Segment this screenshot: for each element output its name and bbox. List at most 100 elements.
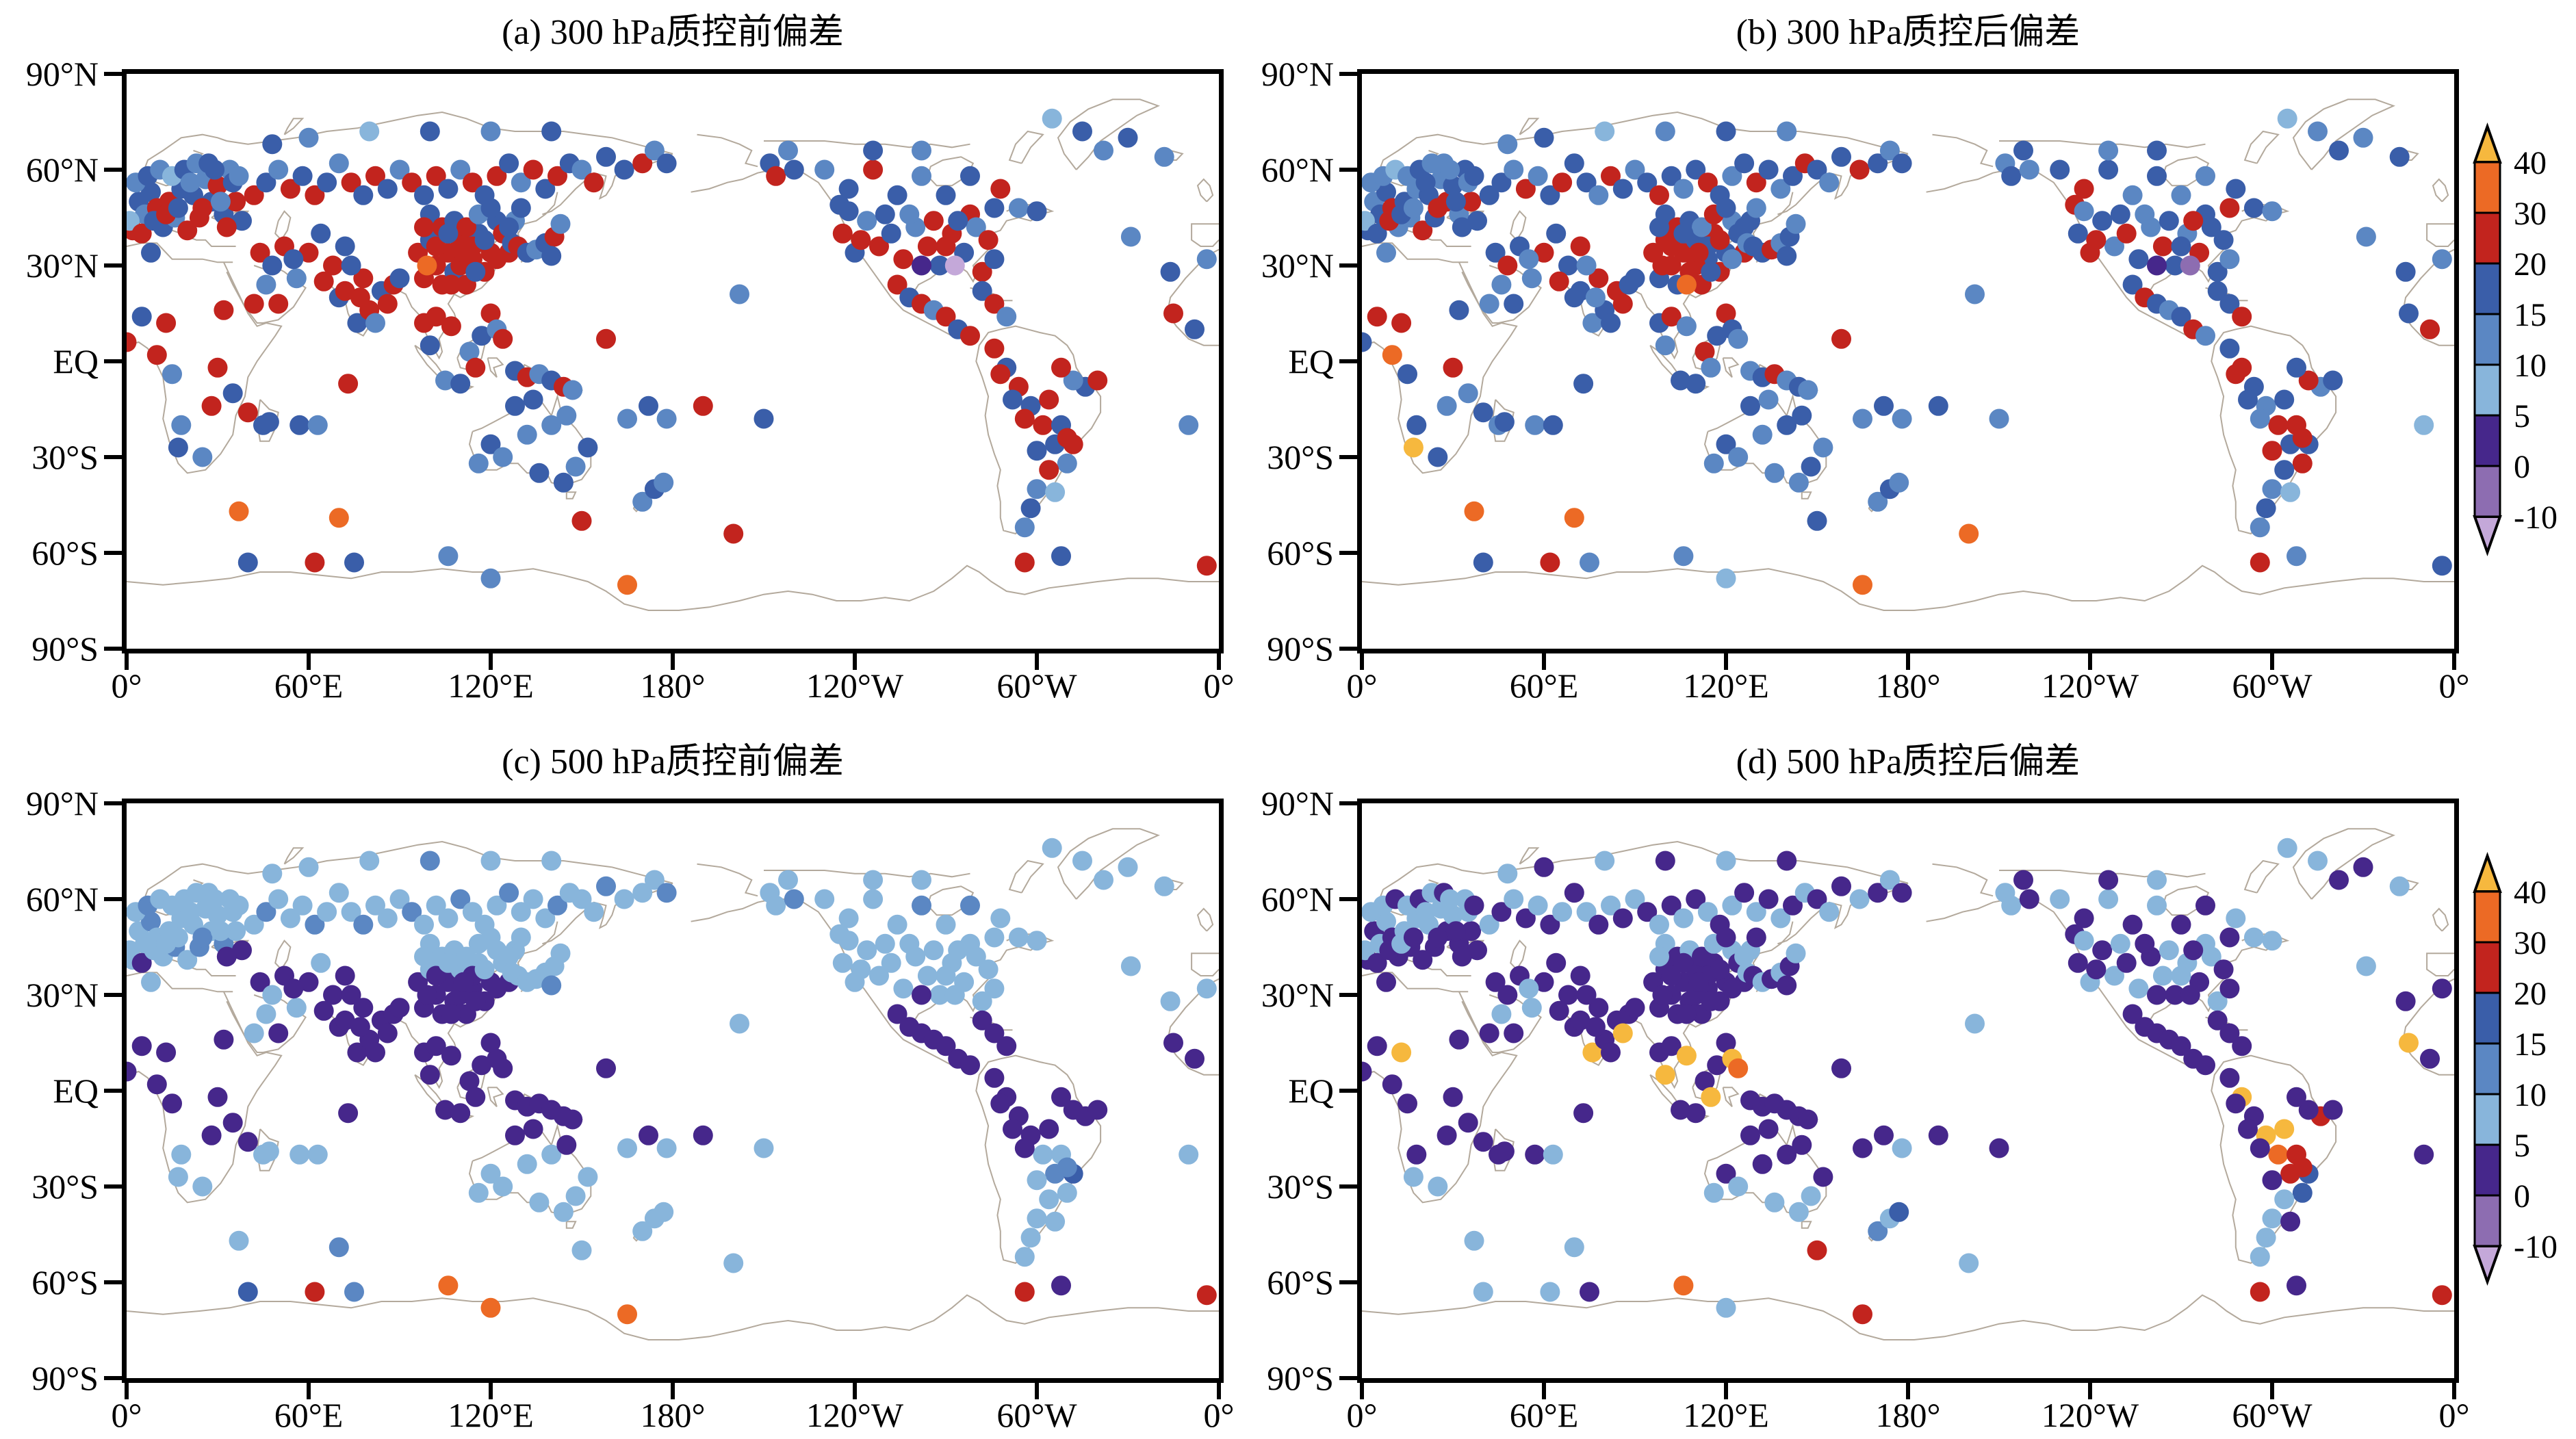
x-tick-label: 60°E [274, 666, 344, 705]
x-axis-tick [1542, 653, 1546, 670]
map-canvas-c [127, 828, 1219, 1340]
y-tick-label: 60°S [31, 1263, 99, 1301]
colorbar-tick-label: 10 [2514, 348, 2547, 384]
y-tick-label: 30°N [25, 976, 99, 1014]
y-tick-label: EQ [53, 342, 99, 380]
y-tick-label: EQ [1288, 342, 1334, 380]
y-tick-label: 90°S [1267, 630, 1334, 668]
panel-title-d: (d) 500 hPa质控后偏差 [1736, 742, 2081, 781]
colorbar-over-arrow [2473, 852, 2502, 893]
x-axis-tick [671, 653, 675, 670]
colorbar-tick-label: 15 [2514, 297, 2547, 333]
x-axis-tick [853, 653, 857, 670]
x-tick-label: 60°E [1509, 1396, 1579, 1434]
x-tick-label: 0° [2438, 666, 2470, 705]
y-tick-label: 30°N [1261, 246, 1334, 285]
map-canvas-a [127, 99, 1219, 611]
x-tick-label: 60°E [274, 1396, 344, 1434]
y-axis-tick [1339, 897, 1357, 901]
x-axis-tick [853, 1383, 857, 1399]
stations-layer [1362, 838, 2452, 1325]
y-axis-tick [104, 551, 122, 555]
colorbar-under-arrow [2473, 1245, 2502, 1286]
y-tick-label: 90°N [1261, 784, 1334, 822]
colorbar-tick-label: 20 [2514, 246, 2547, 283]
map-canvas-d [1362, 828, 2454, 1340]
y-tick-label: 60°N [25, 880, 99, 918]
y-tick-label: 60°S [31, 534, 99, 572]
y-axis-tick [104, 993, 122, 997]
y-axis-tick [104, 1089, 122, 1093]
map-panel-c [122, 799, 1224, 1383]
y-tick-label: 90°N [25, 55, 99, 93]
colorbar-tick-label: 30 [2514, 925, 2547, 961]
y-tick-label: 30°N [1261, 976, 1334, 1014]
x-axis-tick [2088, 653, 2092, 670]
y-axis-tick [104, 801, 122, 805]
x-tick-label: 120°E [1683, 666, 1769, 705]
x-tick-label: 120°E [448, 666, 534, 705]
x-tick-label: 0° [1203, 1396, 1235, 1434]
y-axis-tick [104, 1280, 122, 1284]
panel-title-c: (c) 500 hPa质控前偏差 [502, 742, 844, 781]
y-tick-label: 30°S [31, 438, 99, 476]
x-axis-tick [489, 1383, 493, 1399]
y-tick-label: 90°N [1261, 55, 1334, 93]
x-axis-tick [2452, 1383, 2456, 1399]
panel-title-a: (a) 300 hPa质控前偏差 [502, 13, 844, 52]
panel-title-b: (b) 300 hPa质控后偏差 [1736, 13, 2081, 52]
x-tick-label: 0° [2438, 1396, 2470, 1434]
y-axis-tick [104, 1376, 122, 1380]
map-panel-a [122, 69, 1224, 653]
colorbar-segment [2473, 211, 2501, 265]
x-axis-tick [125, 1383, 129, 1399]
stations-layer [127, 838, 1217, 1325]
coastlines-layer [1362, 828, 2454, 1340]
coastlines-layer [1362, 99, 2454, 611]
y-tick-label: 90°N [25, 784, 99, 822]
x-tick-label: 180° [640, 666, 706, 705]
y-axis-tick [104, 455, 122, 459]
x-tick-label: 180° [640, 1396, 706, 1434]
map-panel-d [1357, 799, 2459, 1383]
x-tick-label: 120°E [448, 1396, 534, 1434]
x-axis-tick [1906, 1383, 1910, 1399]
coastlines-layer [127, 99, 1219, 611]
colorbar-tick-label: 5 [2514, 398, 2530, 435]
y-axis-tick [104, 168, 122, 172]
y-axis-tick [1339, 551, 1357, 555]
stations-layer [127, 108, 1217, 595]
x-axis-tick [1724, 1383, 1728, 1399]
colorbar-segment [2473, 313, 2501, 366]
y-tick-label: EQ [1288, 1072, 1334, 1110]
colorbar-300hpa: 40 30 20 15 10 5 0 -10 [2462, 114, 2576, 593]
x-axis-tick [2452, 653, 2456, 670]
y-axis-tick [1339, 801, 1357, 805]
map-canvas-b [1362, 99, 2454, 611]
map-panel-b [1357, 69, 2459, 653]
y-tick-label: 60°S [1267, 1263, 1334, 1301]
x-tick-label: 120°W [2041, 1396, 2139, 1434]
y-axis-tick [1339, 72, 1357, 76]
y-axis-tick [1339, 647, 1357, 651]
y-tick-label: 60°N [25, 151, 99, 189]
x-axis-tick [2270, 1383, 2274, 1399]
y-tick-label: 30°S [1267, 1167, 1334, 1206]
colorbar-tick-label: 40 [2514, 874, 2547, 911]
colorbar-segment [2473, 363, 2501, 417]
x-tick-label: 120°E [1683, 1396, 1769, 1434]
colorbar-tick-label: 40 [2514, 145, 2547, 181]
colorbar-segment [2473, 941, 2501, 994]
x-axis-tick [1035, 1383, 1039, 1399]
x-axis-tick [671, 1383, 675, 1399]
x-axis-tick [1360, 1383, 1364, 1399]
x-tick-label: 180° [1875, 666, 1941, 705]
y-axis-tick [104, 1184, 122, 1189]
colorbar-segment [2473, 1143, 2501, 1197]
x-tick-label: 60°E [1509, 666, 1579, 705]
colorbar-tick-label: 20 [2514, 976, 2547, 1012]
colorbar-tick-label: 30 [2514, 196, 2547, 232]
colorbar-over-arrow [2473, 122, 2502, 164]
y-tick-label: 60°N [1261, 151, 1334, 189]
